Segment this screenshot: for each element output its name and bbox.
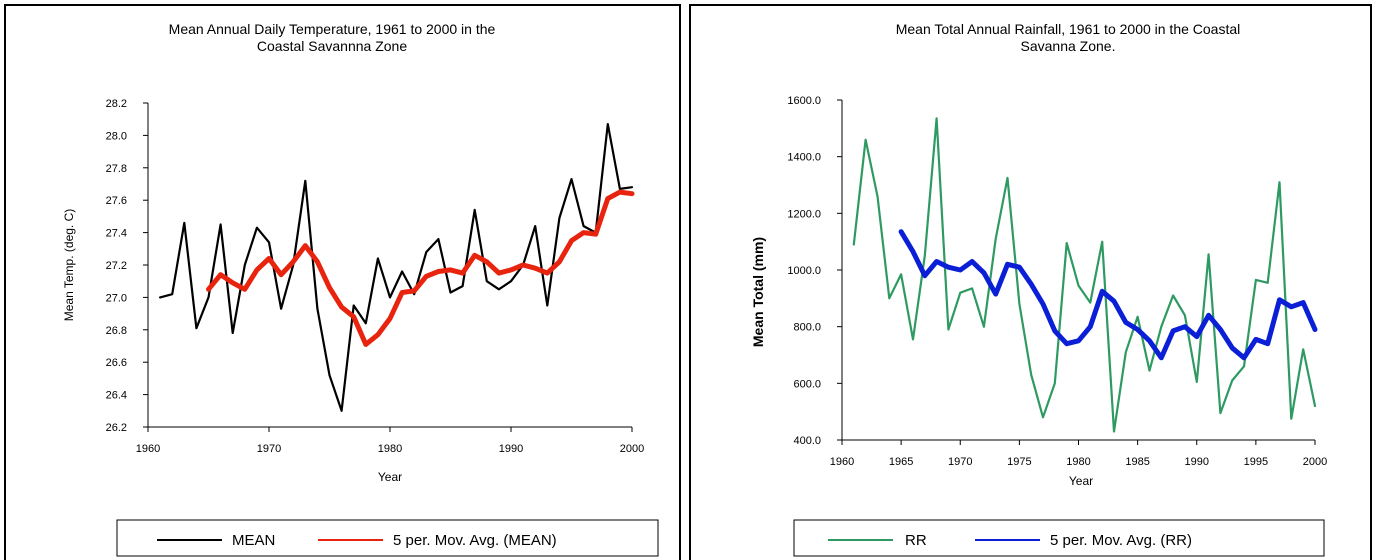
- legend-box: [116, 519, 659, 557]
- x-tick-label: 1980: [1066, 456, 1090, 468]
- y-tick-label: 1200.0: [787, 208, 821, 220]
- chart-title-line: Savanna Zone.: [1021, 38, 1116, 54]
- y-tick-label: 27.0: [106, 292, 127, 304]
- x-tick-label: 1990: [499, 443, 523, 455]
- x-tick-label: 1960: [830, 456, 854, 468]
- x-tick-label: 1995: [1244, 456, 1268, 468]
- x-tick-label: 1960: [136, 443, 160, 455]
- y-axis-label: Mean Temp. (deg. C): [62, 209, 76, 322]
- y-tick-label: 1600.0: [787, 95, 821, 107]
- y-tick-label: 28.0: [106, 130, 127, 142]
- y-tick-label: 600.0: [793, 378, 821, 390]
- y-tick-label: 400.0: [793, 435, 821, 447]
- series-line-raw: [852, 117, 1317, 433]
- y-tick-label: 27.2: [106, 260, 127, 272]
- legend-label: 5 per. Mov. Avg. (RR): [1050, 532, 1192, 549]
- y-tick-label: 26.2: [106, 422, 127, 434]
- y-tick-label: 1400.0: [787, 152, 821, 164]
- legend-box: [793, 519, 1325, 557]
- chart-title-line: Mean Annual Daily Temperature, 1961 to 2…: [169, 21, 496, 37]
- y-tick-label: 26.4: [106, 390, 127, 402]
- x-axis-label: Year: [378, 470, 402, 484]
- x-tick-label: 1985: [1125, 456, 1149, 468]
- x-axis-label: Year: [1069, 474, 1093, 488]
- y-tick-label: 28.2: [106, 98, 127, 110]
- x-tick-label: 1965: [889, 456, 913, 468]
- x-tick-label: 1970: [948, 456, 972, 468]
- y-tick-label: 1000.0: [787, 265, 821, 277]
- series-line-moving-average: [206, 189, 635, 347]
- x-tick-label: 1980: [378, 443, 402, 455]
- chart-title-line: Mean Total Annual Rainfall, 1961 to 2000…: [896, 21, 1241, 37]
- y-tick-label: 26.6: [106, 357, 127, 369]
- temperature-chart-panel: [4, 4, 681, 560]
- y-tick-label: 27.4: [106, 228, 127, 240]
- chart-title-line: Coastal Savannna Zone: [257, 38, 407, 54]
- legend-label: 5 per. Mov. Avg. (MEAN): [393, 532, 557, 549]
- y-axis-label: Mean Total (mm): [750, 237, 766, 347]
- y-tick-label: 800.0: [793, 322, 821, 334]
- y-tick-label: 26.8: [106, 325, 127, 337]
- x-tick-label: 1975: [1007, 456, 1031, 468]
- series-line-raw: [159, 122, 634, 412]
- series-line-moving-average: [898, 229, 1318, 361]
- x-tick-label: 1970: [257, 443, 281, 455]
- legend-label: MEAN: [232, 532, 275, 549]
- x-tick-label: 1990: [1185, 456, 1209, 468]
- y-tick-label: 27.8: [106, 163, 127, 175]
- legend-label: RR: [905, 532, 927, 549]
- x-tick-label: 2000: [620, 443, 644, 455]
- x-tick-label: 2000: [1303, 456, 1327, 468]
- y-tick-label: 27.6: [106, 195, 127, 207]
